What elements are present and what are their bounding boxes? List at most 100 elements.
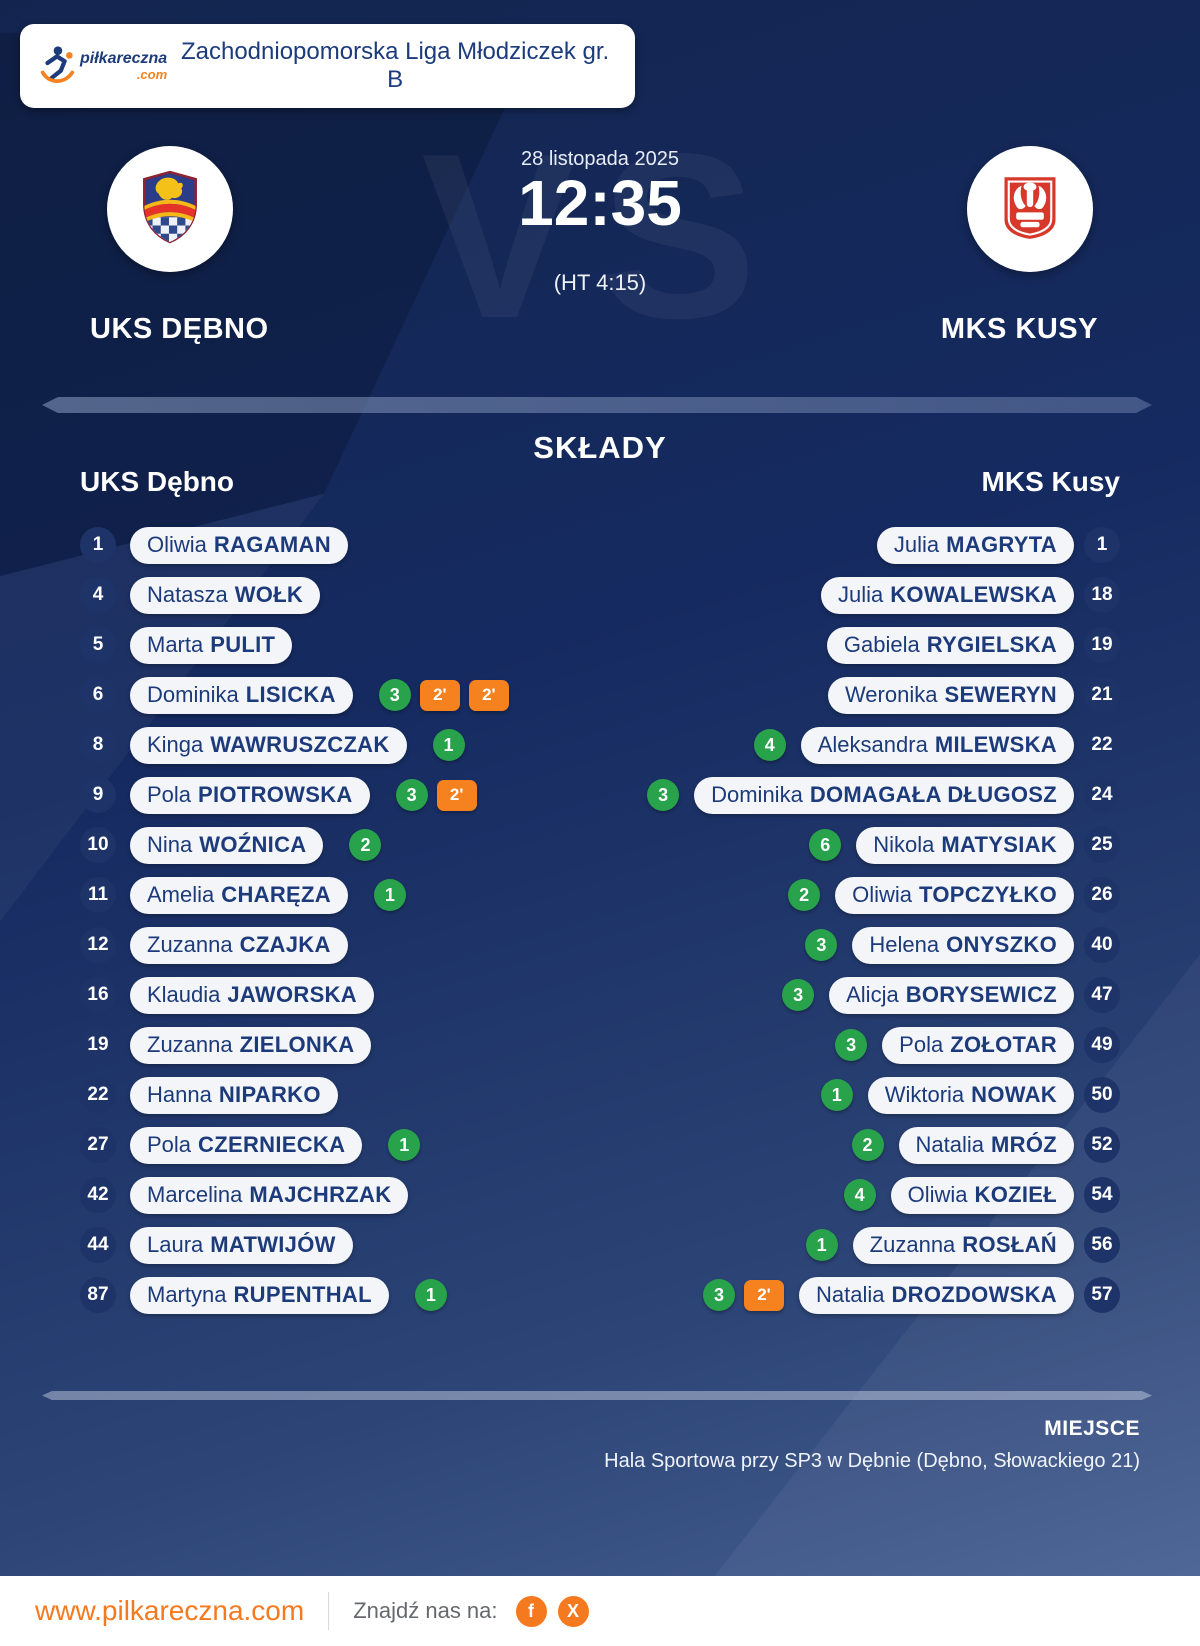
player-badges: 3 2' <box>702 1279 784 1311</box>
player-number: 22 <box>80 1077 116 1113</box>
player-number: 27 <box>80 1127 116 1163</box>
player-row: 22 Hanna NIPARKO <box>60 1070 600 1120</box>
goals-badge: 3 <box>782 979 815 1011</box>
facebook-icon[interactable]: f <box>515 1595 547 1627</box>
player-first-name: Nina <box>147 832 193 857</box>
away-team-badge <box>967 146 1093 272</box>
player-last-name: WOŹNICA <box>199 832 307 857</box>
player-number: 4 <box>80 577 116 613</box>
goals-badge: 4 <box>753 729 786 761</box>
player-name-pill: Martyna RUPENTHAL <box>130 1276 389 1314</box>
player-first-name: Zuzanna <box>147 1032 233 1057</box>
player-first-name: Oliwia <box>852 882 913 907</box>
player-badges: 4 <box>843 1179 876 1211</box>
player-number: 9 <box>80 777 116 813</box>
player-name-pill: Gabiela RYGIELSKA <box>826 626 1074 664</box>
player-last-name: MILEWSKA <box>934 732 1057 757</box>
player-first-name: Laura <box>147 1232 204 1257</box>
player-last-name: CZAJKA <box>239 932 331 957</box>
player-last-name: BORYSEWICZ <box>905 982 1057 1007</box>
player-number: 42 <box>80 1177 116 1213</box>
player-number: 49 <box>1084 1027 1120 1063</box>
player-last-name: WAWRUSZCZAK <box>210 732 390 757</box>
goals-badge: 3 <box>378 679 411 711</box>
player-row: 19 Zuzanna ZIELONKA <box>60 1020 600 1070</box>
goals-badge: 4 <box>843 1179 876 1211</box>
goals-badge: 2 <box>349 829 382 861</box>
player-first-name: Martyna <box>147 1282 227 1307</box>
social-icons: f X <box>515 1595 589 1627</box>
match-score: 12:35 <box>518 167 682 239</box>
player-last-name: ZIELONKA <box>239 1032 355 1057</box>
goals-badge: 1 <box>805 1229 838 1261</box>
player-row: 3 2' Natalia DROZDOWSKA 57 <box>600 1270 1140 1320</box>
player-number: 40 <box>1084 927 1120 963</box>
player-last-name: NIPARKO <box>218 1082 321 1107</box>
goals-badge: 3 <box>647 779 680 811</box>
player-name-pill: Klaudia JAWORSKA <box>130 976 374 1014</box>
player-number: 18 <box>1084 577 1120 613</box>
player-first-name: Amelia <box>147 882 215 907</box>
player-row: 4 Oliwia KOZIEŁ 54 <box>600 1170 1140 1220</box>
player-last-name: ZOŁOTAR <box>950 1032 1057 1057</box>
footer-divider <box>328 1592 330 1630</box>
player-name-pill: Aleksandra MILEWSKA <box>800 726 1074 764</box>
website-link[interactable]: www.pilkareczna.com <box>35 1595 305 1626</box>
x-icon[interactable]: X <box>557 1595 589 1627</box>
logo-brand-text: piłkareczna <box>80 50 168 67</box>
player-last-name: CZERNIECKA <box>198 1132 346 1157</box>
player-row: 4 Natasza WOŁK <box>60 570 600 620</box>
player-first-name: Natalia <box>915 1132 985 1157</box>
player-name-pill: Hanna NIPARKO <box>130 1076 338 1114</box>
player-first-name: Oliwia <box>907 1182 968 1207</box>
player-name-pill: Pola CZERNIECKA <box>130 1126 363 1164</box>
logo-wordmark: piłkareczna .com <box>80 50 168 82</box>
section-divider-top <box>42 397 1152 413</box>
player-number: 8 <box>80 727 116 763</box>
player-row: 8 Kinga WAWRUSZCZAK 1 <box>60 720 600 770</box>
player-row: 27 Pola CZERNIECKA 1 <box>60 1120 600 1170</box>
player-number: 10 <box>80 827 116 863</box>
player-last-name: RUPENTHAL <box>233 1282 372 1307</box>
player-row: 2 Oliwia TOPCZYŁKO 26 <box>600 870 1140 920</box>
player-last-name: MAGRYTA <box>946 532 1057 557</box>
league-header-card: piłkareczna .com Zachodniopomorska Liga … <box>20 24 635 108</box>
player-row: Julia KOWALEWSKA 18 <box>600 570 1140 620</box>
away-roster-header: MKS Kusy <box>981 466 1120 497</box>
player-number: 6 <box>80 677 116 713</box>
goals-badge: 3 <box>805 929 838 961</box>
player-badges: 1 <box>805 1229 838 1261</box>
player-name-pill: Pola ZOŁOTAR <box>882 1026 1074 1064</box>
halftime-score: (HT 4:15) <box>553 270 647 295</box>
player-last-name: JAWORSKA <box>227 982 357 1007</box>
player-number: 44 <box>80 1227 116 1263</box>
player-name-pill: Wiktoria NOWAK <box>867 1076 1074 1114</box>
player-last-name: WOŁK <box>234 582 304 607</box>
player-number: 21 <box>1084 677 1120 713</box>
player-badges: 3 <box>782 979 815 1011</box>
player-name-pill: Zuzanna ROSŁAŃ <box>852 1226 1074 1264</box>
player-badges: 6 <box>809 829 842 861</box>
player-last-name: DROZDOWSKA <box>891 1282 1057 1307</box>
player-first-name: Natasza <box>147 582 228 607</box>
home-team-crest-icon <box>136 170 204 249</box>
player-number: 47 <box>1084 977 1120 1013</box>
player-name-pill: Oliwia KOZIEŁ <box>890 1176 1074 1214</box>
player-last-name: TOPCZYŁKO <box>919 882 1057 907</box>
two-minute-card-badge: 2' <box>436 779 477 811</box>
player-name-pill: Weronika SEWERYN <box>827 676 1074 714</box>
player-first-name: Oliwia <box>147 532 207 557</box>
match-date: 28 listopada 2025 <box>521 148 679 170</box>
goals-badge: 1 <box>820 1079 853 1111</box>
player-first-name: Marcelina <box>147 1182 243 1207</box>
player-first-name: Weronika <box>844 682 938 707</box>
player-first-name: Zuzanna <box>147 932 233 957</box>
player-badges: 3 2' 2' <box>378 679 509 711</box>
league-title: Zachodniopomorska Liga Młodziczek gr. B <box>180 38 610 93</box>
two-minute-card-badge: 2' <box>468 679 509 711</box>
player-number: 50 <box>1084 1077 1120 1113</box>
player-number: 1 <box>1084 527 1120 563</box>
goals-badge: 3 <box>395 779 428 811</box>
player-name-pill: Oliwia TOPCZYŁKO <box>835 876 1074 914</box>
goals-badge: 3 <box>835 1029 868 1061</box>
